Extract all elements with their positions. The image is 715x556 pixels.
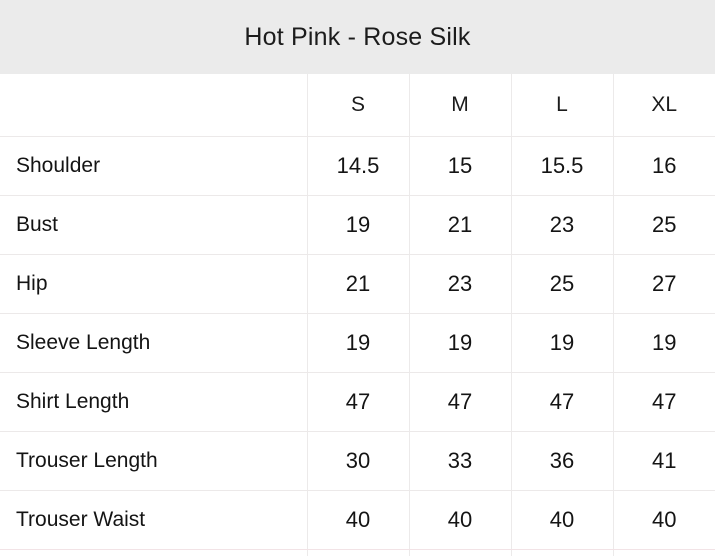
table-row: Hip 21 23 25 27 bbox=[0, 254, 715, 314]
cell-value: 19 bbox=[409, 313, 512, 373]
cell-value-clipped bbox=[409, 549, 512, 556]
cell-value: 19 bbox=[307, 313, 410, 373]
cell-value: 23 bbox=[409, 254, 512, 314]
cell-value: 40 bbox=[409, 490, 512, 550]
cell-value: 36 bbox=[511, 431, 614, 491]
row-label: Shirt Length bbox=[0, 372, 308, 432]
table-row: Sleeve Length 19 19 19 19 bbox=[0, 313, 715, 373]
cell-value: 19 bbox=[511, 313, 614, 373]
cell-value: 21 bbox=[409, 195, 512, 255]
cell-value: 47 bbox=[307, 372, 410, 432]
table-row: Bust 19 21 23 25 bbox=[0, 195, 715, 255]
cell-value: 41 bbox=[613, 431, 715, 491]
cell-value: 40 bbox=[613, 490, 715, 550]
cell-value: 16 bbox=[613, 136, 715, 196]
cell-value: 15.5 bbox=[511, 136, 614, 196]
column-header-s: S bbox=[307, 74, 410, 137]
table-row: Shirt Length 47 47 47 47 bbox=[0, 372, 715, 432]
row-label: Shoulder bbox=[0, 136, 308, 196]
table-row: Shoulder 14.5 15 15.5 16 bbox=[0, 136, 715, 196]
cell-value: 40 bbox=[307, 490, 410, 550]
cell-value: 47 bbox=[613, 372, 715, 432]
chart-title-band: Hot Pink - Rose Silk bbox=[0, 0, 715, 74]
cell-value: 15 bbox=[409, 136, 512, 196]
cell-value: 47 bbox=[409, 372, 512, 432]
row-label: Trouser Waist bbox=[0, 490, 308, 550]
cell-value-clipped bbox=[613, 549, 715, 556]
cell-value: 40 bbox=[511, 490, 614, 550]
row-label: Bust bbox=[0, 195, 308, 255]
table-row: Trouser Length 30 33 36 41 bbox=[0, 431, 715, 491]
row-label-clipped bbox=[0, 549, 308, 556]
cell-value: 47 bbox=[511, 372, 614, 432]
cell-value: 27 bbox=[613, 254, 715, 314]
cell-value: 30 bbox=[307, 431, 410, 491]
column-header-xl: XL bbox=[613, 74, 715, 137]
table-header-row: S M L XL bbox=[0, 74, 715, 137]
table-row-clipped bbox=[0, 549, 715, 556]
cell-value: 33 bbox=[409, 431, 512, 491]
cell-value: 25 bbox=[613, 195, 715, 255]
column-header-m: M bbox=[409, 74, 512, 137]
column-header-measurement bbox=[0, 74, 308, 137]
cell-value: 19 bbox=[613, 313, 715, 373]
page-title: Hot Pink - Rose Silk bbox=[244, 22, 471, 51]
cell-value: 25 bbox=[511, 254, 614, 314]
row-label: Trouser Length bbox=[0, 431, 308, 491]
size-chart-table: S M L XL Shoulder 14.5 15 15.5 16 Bust 1… bbox=[0, 74, 715, 556]
cell-value: 23 bbox=[511, 195, 614, 255]
row-label: Hip bbox=[0, 254, 308, 314]
cell-value: 19 bbox=[307, 195, 410, 255]
row-label: Sleeve Length bbox=[0, 313, 308, 373]
table-row: Trouser Waist 40 40 40 40 bbox=[0, 490, 715, 550]
cell-value: 21 bbox=[307, 254, 410, 314]
column-header-l: L bbox=[511, 74, 614, 137]
cell-value-clipped bbox=[307, 549, 410, 556]
cell-value-clipped bbox=[511, 549, 614, 556]
cell-value: 14.5 bbox=[307, 136, 410, 196]
